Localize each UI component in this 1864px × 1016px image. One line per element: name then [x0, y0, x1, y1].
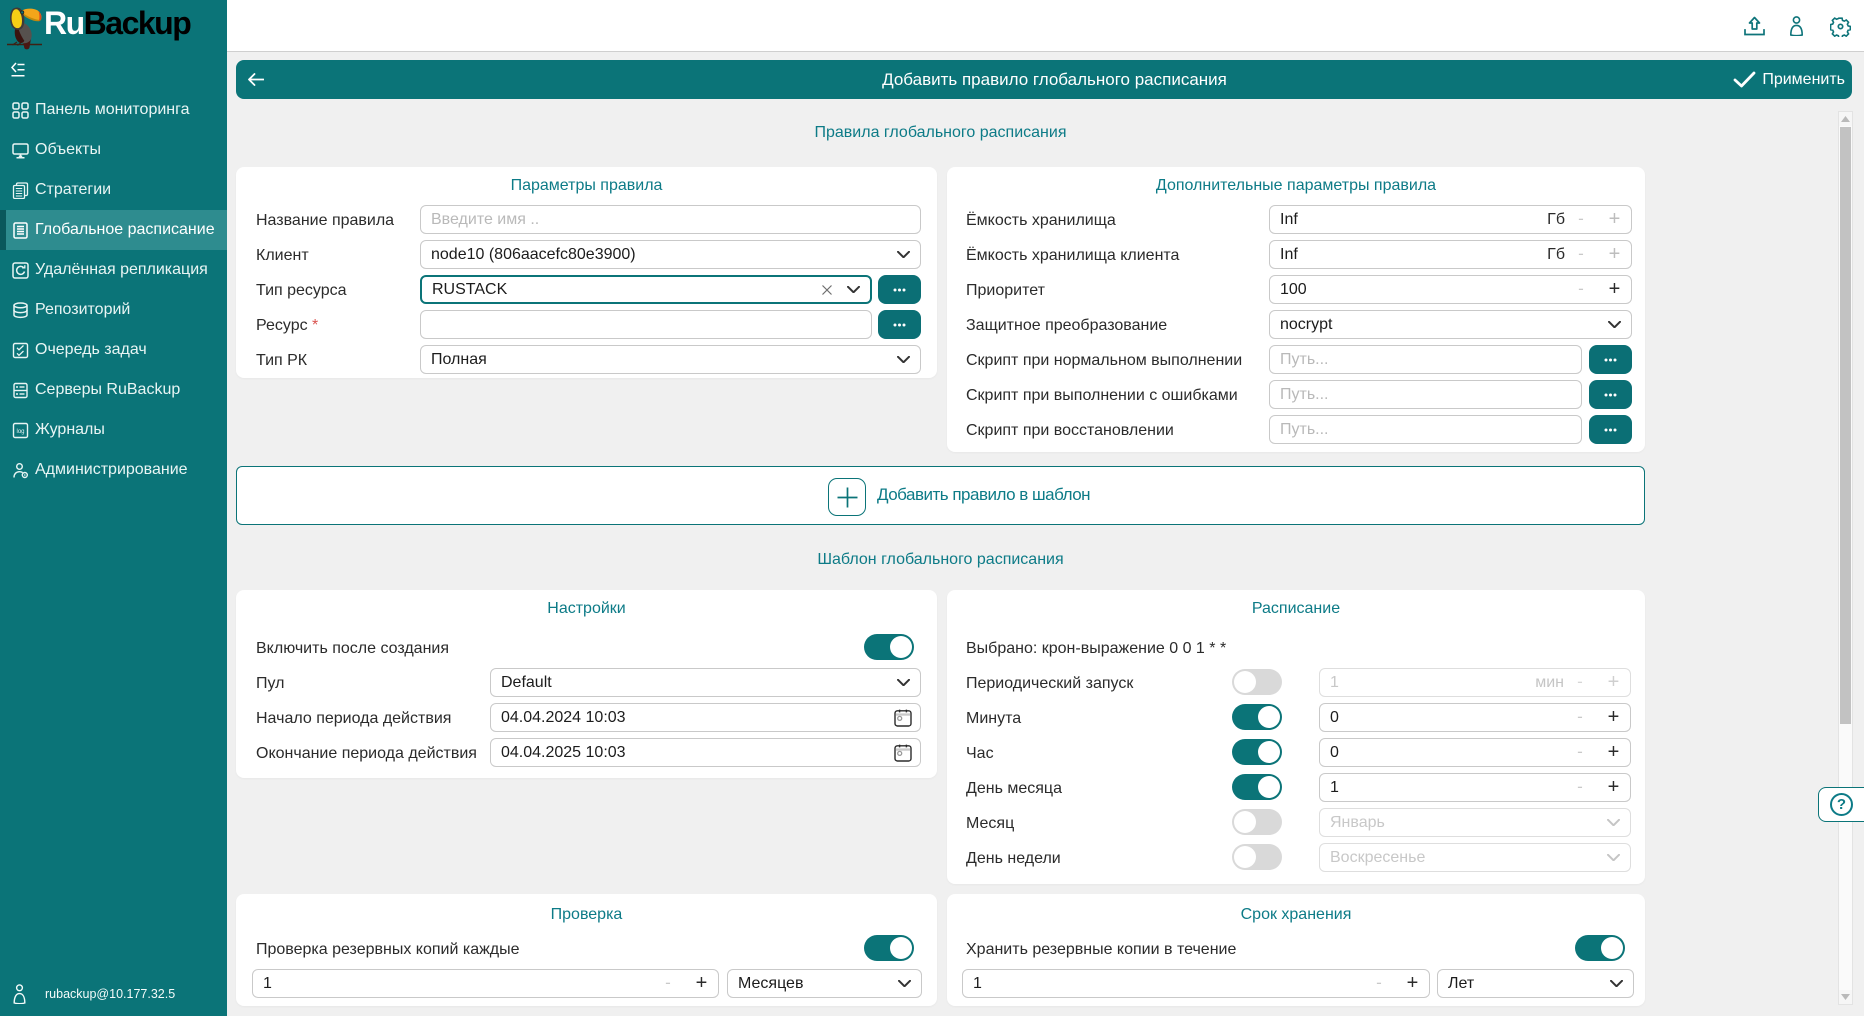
svg-text:log: log — [16, 429, 24, 435]
